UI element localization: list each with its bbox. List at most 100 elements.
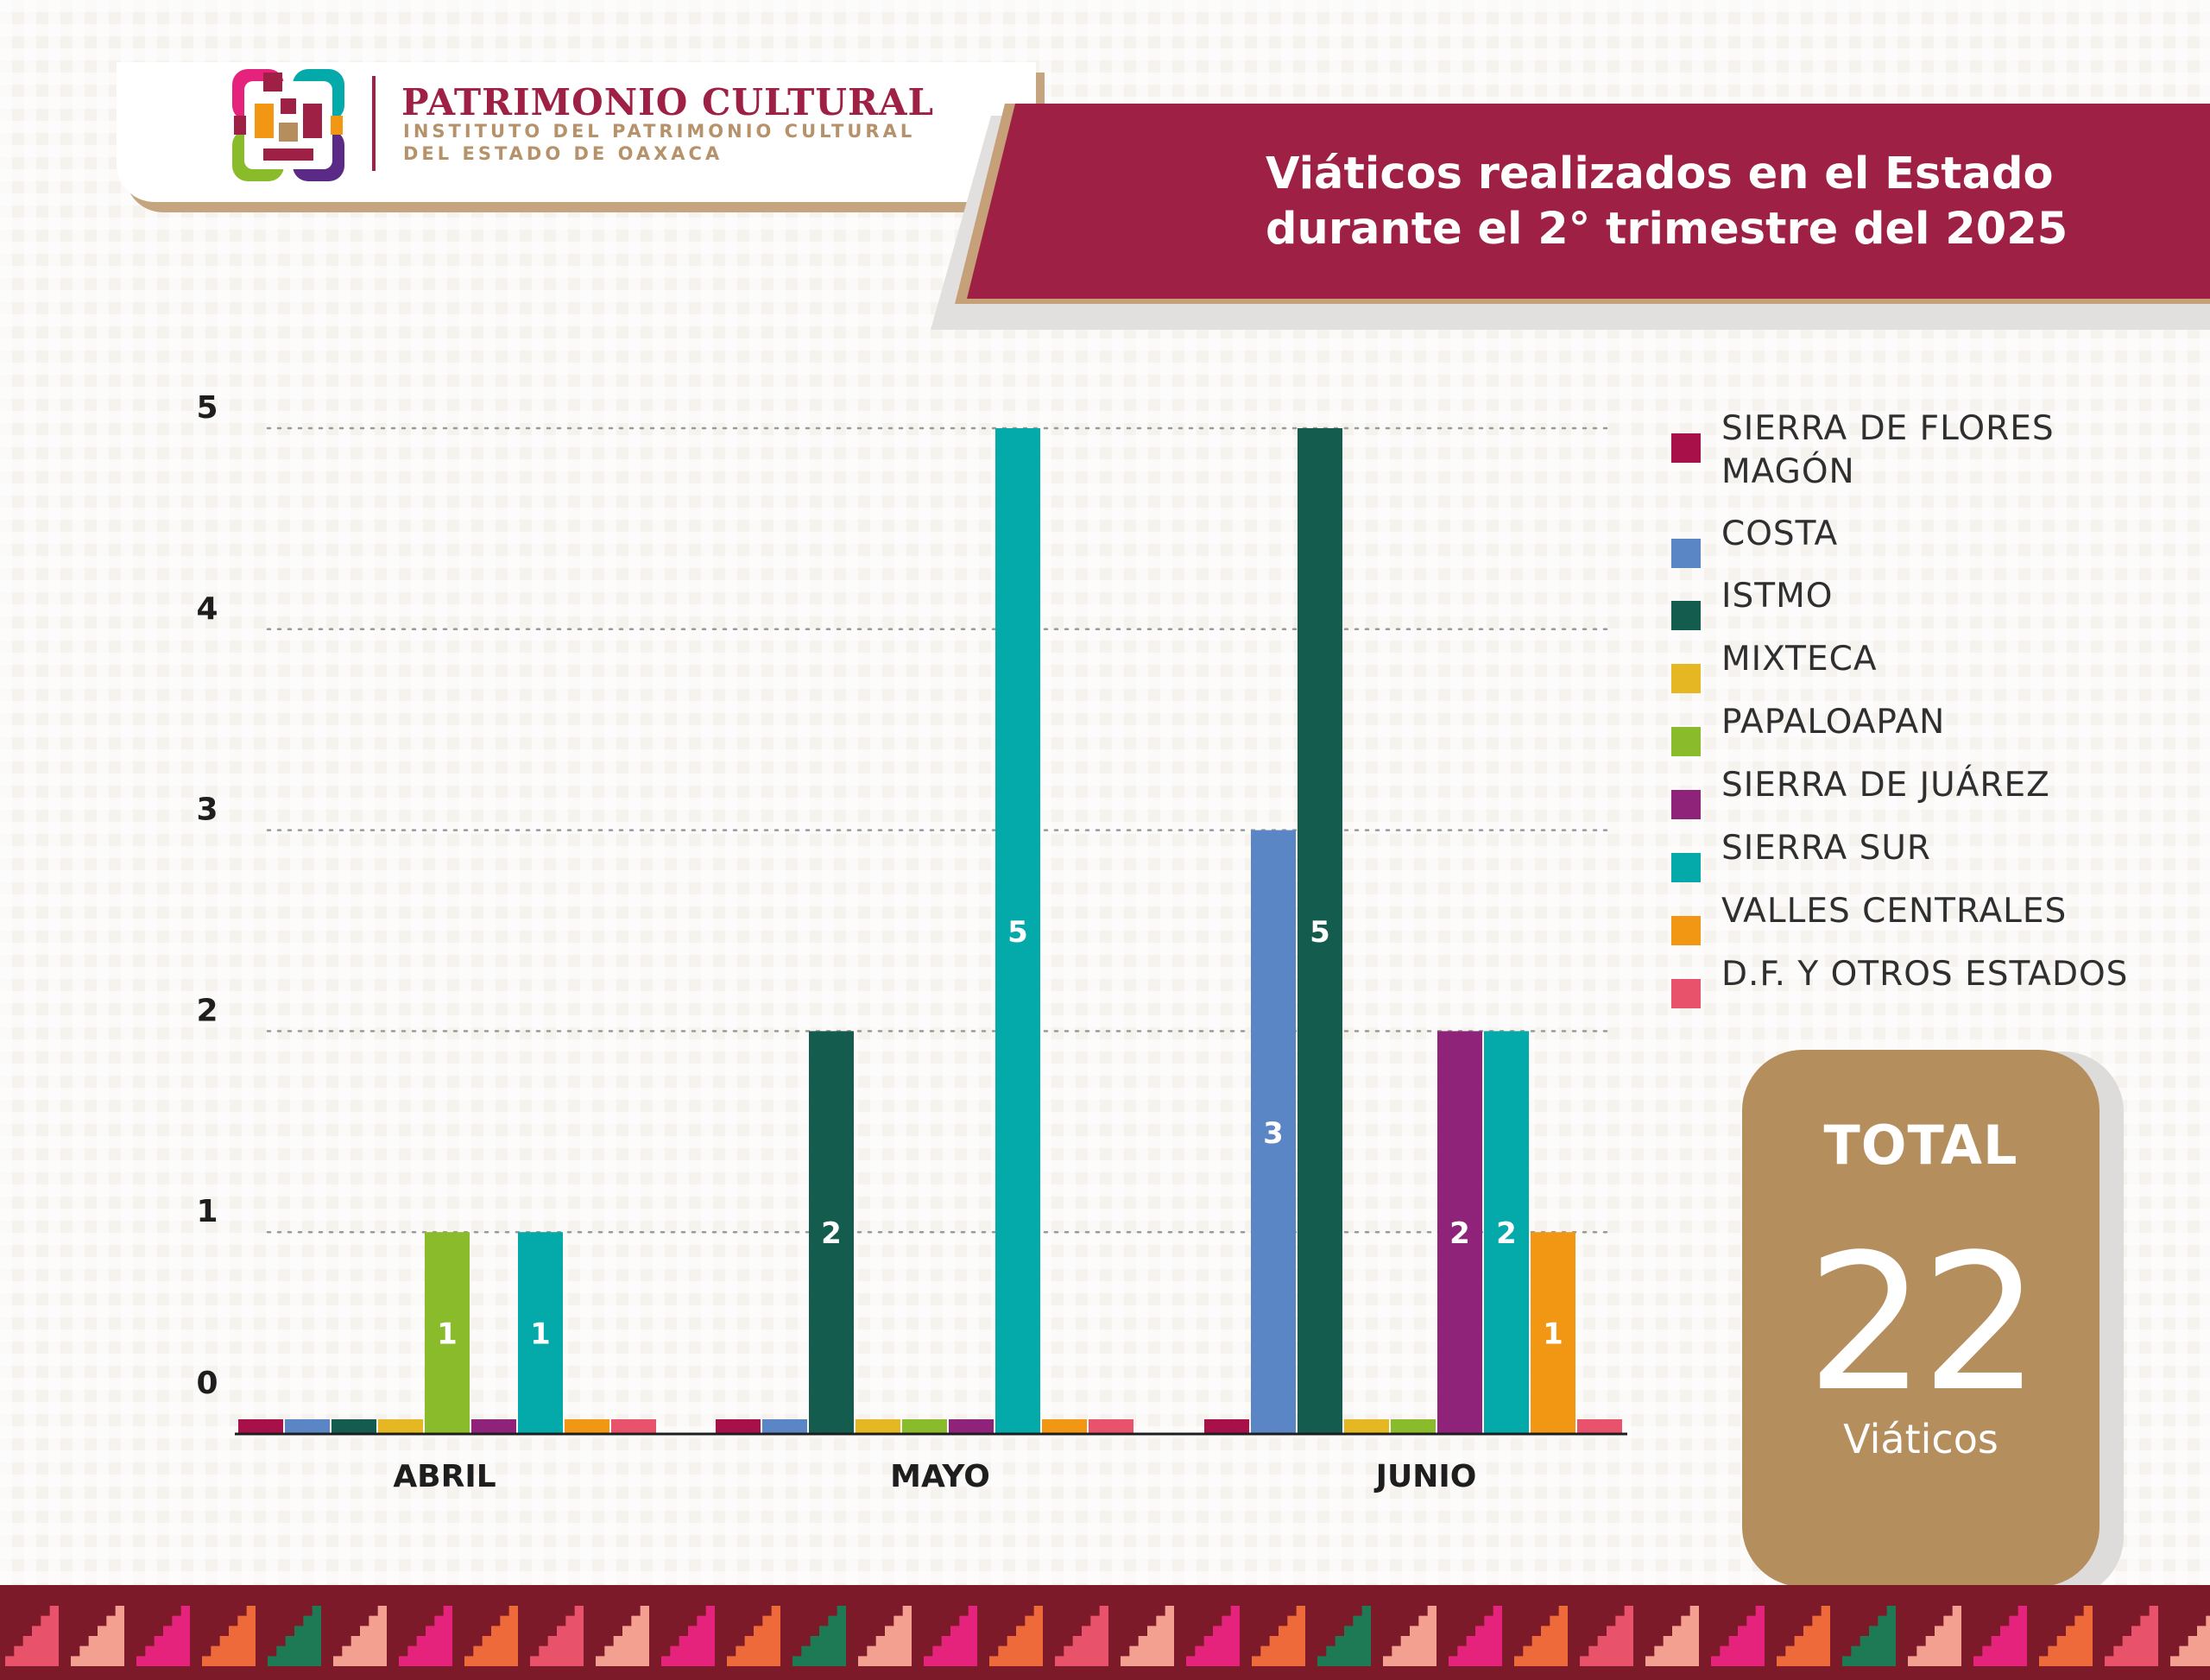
y-tick-label: 5	[196, 390, 218, 426]
bar	[1484, 1031, 1529, 1433]
legend-swatch	[1671, 853, 1701, 882]
footer-step-shape	[399, 1606, 452, 1666]
title-banner	[967, 104, 2210, 299]
footer-step-shape	[1711, 1606, 1765, 1666]
bar	[518, 1232, 563, 1433]
bar-zero	[285, 1419, 330, 1433]
footer-decorative-band	[0, 1585, 2210, 1680]
total-card: TOTAL 22 Viáticos	[1742, 1050, 2100, 1587]
data-label: 3	[1263, 1116, 1284, 1151]
footer-step-shape	[1252, 1606, 1305, 1666]
footer-step-shape	[530, 1606, 584, 1666]
legend-label: D.F. Y OTROS ESTADOS	[1721, 955, 2129, 994]
footer-step-shape	[1449, 1606, 1502, 1666]
y-tick-label: 1	[196, 1194, 218, 1229]
footer-step-shape	[1317, 1606, 1371, 1666]
footer-step-shape	[202, 1606, 256, 1666]
footer-step-shape	[1514, 1606, 1568, 1666]
bar-zero	[565, 1419, 609, 1433]
footer-step-shape	[1645, 1606, 1699, 1666]
data-label: 2	[1496, 1216, 1517, 1251]
y-tick-label: 0	[196, 1366, 218, 1401]
footer-step-shape	[71, 1606, 124, 1666]
bar-zero	[902, 1419, 947, 1433]
y-tick-label: 3	[196, 793, 218, 828]
bar-zero	[378, 1419, 423, 1433]
total-label: TOTAL	[1823, 1114, 2018, 1177]
data-label: 1	[437, 1317, 458, 1352]
bar-zero	[471, 1419, 516, 1433]
legend-label: SIERRA DE FLORES MAGÓN	[1721, 409, 2055, 491]
bar-zero	[611, 1419, 656, 1433]
legend-swatch	[1671, 539, 1701, 568]
legend-label: COSTA	[1721, 515, 1839, 553]
legend-label: SIERRA DE JUÁREZ	[1721, 766, 2050, 805]
bar-zero	[1391, 1419, 1436, 1433]
legend-swatch	[1671, 433, 1701, 463]
bar-zero	[716, 1419, 761, 1433]
bar-zero	[856, 1419, 900, 1433]
footer-step-shape	[924, 1606, 977, 1666]
header-logo-card: PATRIMONIO CULTURAL INSTITUTO DEL PATRIM…	[117, 62, 1036, 202]
data-label: 2	[1449, 1216, 1470, 1251]
y-tick-label: 4	[196, 591, 218, 627]
footer-step-shape	[1777, 1606, 1830, 1666]
legend-label: VALLES CENTRALES	[1721, 892, 2068, 931]
legend-label: PAPALOAPAN	[1721, 703, 1946, 742]
bar-zero	[762, 1419, 807, 1433]
legend-swatch	[1671, 601, 1701, 630]
data-label: 5	[1310, 915, 1330, 950]
footer-step-shape	[2039, 1606, 2093, 1666]
x-tick-label: ABRIL	[393, 1459, 496, 1494]
footer-step-shape	[1973, 1606, 2027, 1666]
legend-swatch	[1671, 727, 1701, 756]
page-title: Viáticos realizados en el Estado durante…	[1266, 147, 2068, 257]
legend-label: MIXTECA	[1721, 640, 1878, 679]
bar	[1251, 830, 1296, 1433]
data-label: 5	[1007, 915, 1028, 950]
x-tick-label: JUNIO	[1373, 1459, 1477, 1494]
org-subtitle-2: DEL ESTADO DE OAXACA	[403, 143, 723, 164]
page-title-line-2: durante el 2° trimestre del 2025	[1266, 204, 2068, 255]
total-unit: Viáticos	[1843, 1416, 1998, 1462]
footer-step-shape	[792, 1606, 846, 1666]
footer-step-shape	[1580, 1606, 1633, 1666]
bar-zero	[238, 1419, 283, 1433]
footer-step-shape	[464, 1606, 518, 1666]
footer-step-shape	[1186, 1606, 1240, 1666]
bar-zero	[1042, 1419, 1087, 1433]
bar-zero	[1344, 1419, 1389, 1433]
legend-swatch	[1671, 790, 1701, 819]
data-label: 1	[530, 1317, 551, 1352]
footer-step-shape	[2170, 1615, 2210, 1666]
bar-zero	[949, 1419, 994, 1433]
data-label: 2	[821, 1216, 842, 1251]
footer-step-shape	[2105, 1606, 2158, 1666]
bar	[1298, 428, 1342, 1433]
footer-step-shape	[596, 1606, 649, 1666]
footer-step-shape	[727, 1606, 780, 1666]
data-label: 1	[1543, 1317, 1563, 1352]
logo-divider	[372, 76, 376, 171]
org-subtitle-1: INSTITUTO DEL PATRIMONIO CULTURAL	[403, 121, 916, 142]
footer-step-shape	[1383, 1606, 1436, 1666]
footer-pattern-icon	[5, 1606, 2210, 1666]
bar-zero	[1089, 1419, 1133, 1433]
org-name: PATRIMONIO CULTURAL	[401, 81, 935, 123]
page-title-line-1: Viáticos realizados en el Estado	[1266, 148, 2054, 199]
footer-step-shape	[989, 1606, 1043, 1666]
institute-logo-icon	[232, 69, 344, 181]
footer-step-shape	[5, 1606, 59, 1666]
bar-zero	[332, 1419, 376, 1433]
bar	[425, 1232, 470, 1433]
footer-step-shape	[858, 1606, 912, 1666]
total-value: 22	[1806, 1215, 2040, 1433]
footer-step-shape	[268, 1606, 321, 1666]
bar	[1437, 1031, 1482, 1433]
legend-swatch	[1671, 664, 1701, 693]
bar	[1531, 1232, 1575, 1433]
bar	[809, 1031, 854, 1433]
footer-step-shape	[1121, 1606, 1174, 1666]
bar-zero	[1204, 1419, 1249, 1433]
